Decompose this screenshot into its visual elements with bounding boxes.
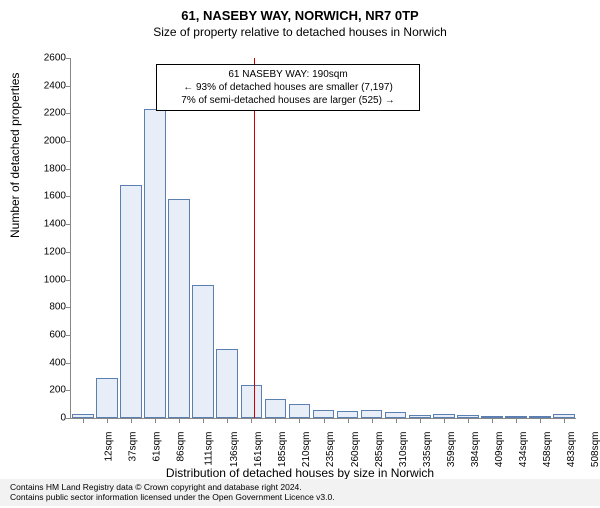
y-tick-label: 2400 xyxy=(31,80,66,91)
x-tick-label: 37sqm xyxy=(128,432,139,462)
x-tick-mark xyxy=(468,418,469,423)
y-tick-mark xyxy=(66,113,71,114)
y-tick-label: 2600 xyxy=(31,53,66,64)
x-tick-label: 508sqm xyxy=(590,432,600,468)
y-tick-mark xyxy=(66,141,71,142)
x-tick-label: 185sqm xyxy=(277,432,288,468)
footer-line: Contains HM Land Registry data © Crown c… xyxy=(10,482,590,493)
histogram-bar xyxy=(289,404,311,418)
y-tick-label: 0 xyxy=(31,413,66,424)
x-tick-label: 260sqm xyxy=(350,432,361,468)
x-tick-mark xyxy=(107,418,108,423)
x-tick-mark xyxy=(203,418,204,423)
y-tick-mark xyxy=(66,280,71,281)
x-tick-mark xyxy=(444,418,445,423)
y-tick-label: 200 xyxy=(31,385,66,396)
y-tick-mark xyxy=(66,418,71,419)
y-tick-label: 600 xyxy=(31,329,66,340)
x-tick-label: 136sqm xyxy=(229,432,240,468)
x-tick-mark xyxy=(564,418,565,423)
y-tick-mark xyxy=(66,335,71,336)
histogram-bar xyxy=(144,109,166,418)
x-tick-label: 210sqm xyxy=(301,432,312,468)
y-tick-label: 1600 xyxy=(31,191,66,202)
y-tick-label: 1000 xyxy=(31,274,66,285)
annotation-line: 7% of semi-detached houses are larger (5… xyxy=(163,94,413,107)
x-tick-mark xyxy=(299,418,300,423)
x-tick-mark xyxy=(275,418,276,423)
x-tick-mark xyxy=(251,418,252,423)
x-tick-mark xyxy=(396,418,397,423)
y-tick-label: 800 xyxy=(31,302,66,313)
x-tick-label: 384sqm xyxy=(470,432,481,468)
histogram-bar xyxy=(216,349,238,418)
x-tick-label: 335sqm xyxy=(422,432,433,468)
x-tick-label: 285sqm xyxy=(374,432,385,468)
x-tick-label: 12sqm xyxy=(104,432,115,462)
x-tick-label: 86sqm xyxy=(176,432,187,462)
y-tick-mark xyxy=(66,58,71,59)
x-tick-label: 458sqm xyxy=(542,432,553,468)
histogram-bar xyxy=(337,411,359,418)
y-tick-label: 2200 xyxy=(31,108,66,119)
y-tick-mark xyxy=(66,86,71,87)
x-tick-label: 483sqm xyxy=(566,432,577,468)
x-tick-mark xyxy=(348,418,349,423)
y-tick-mark xyxy=(66,169,71,170)
x-tick-label: 359sqm xyxy=(446,432,457,468)
x-tick-mark xyxy=(516,418,517,423)
y-tick-label: 1200 xyxy=(31,246,66,257)
x-tick-mark xyxy=(155,418,156,423)
y-tick-label: 2000 xyxy=(31,136,66,147)
footer-line: Contains public sector information licen… xyxy=(10,492,590,503)
x-tick-mark xyxy=(540,418,541,423)
histogram-bar xyxy=(313,410,335,418)
x-tick-mark xyxy=(372,418,373,423)
x-tick-label: 409sqm xyxy=(494,432,505,468)
x-tick-label: 434sqm xyxy=(518,432,529,468)
x-tick-mark xyxy=(324,418,325,423)
chart-area: 0200400600800100012001400160018002000220… xyxy=(70,58,575,418)
x-tick-mark xyxy=(131,418,132,423)
y-tick-label: 400 xyxy=(31,357,66,368)
annotation-line: 61 NASEBY WAY: 190sqm xyxy=(163,68,413,81)
histogram-bar xyxy=(192,285,214,418)
y-tick-mark xyxy=(66,363,71,364)
y-tick-mark xyxy=(66,224,71,225)
x-tick-label: 310sqm xyxy=(398,432,409,468)
x-tick-mark xyxy=(227,418,228,423)
x-tick-mark xyxy=(492,418,493,423)
y-tick-mark xyxy=(66,307,71,308)
annotation-line: ← 93% of detached houses are smaller (7,… xyxy=(163,81,413,94)
page-title: 61, NASEBY WAY, NORWICH, NR7 0TP xyxy=(0,8,600,23)
x-tick-mark xyxy=(420,418,421,423)
x-tick-label: 161sqm xyxy=(253,432,264,468)
y-tick-label: 1400 xyxy=(31,219,66,230)
histogram-bar xyxy=(241,385,263,418)
x-tick-label: 111sqm xyxy=(204,432,215,466)
page-subtitle: Size of property relative to detached ho… xyxy=(0,25,600,39)
histogram-bar xyxy=(120,185,142,418)
y-tick-mark xyxy=(66,252,71,253)
histogram-plot: 0200400600800100012001400160018002000220… xyxy=(70,58,576,419)
x-tick-mark xyxy=(179,418,180,423)
histogram-bar xyxy=(168,199,190,418)
y-axis-label: Number of detached properties xyxy=(8,73,22,238)
y-tick-mark xyxy=(66,390,71,391)
histogram-bar xyxy=(265,399,287,418)
x-tick-mark xyxy=(83,418,84,423)
y-tick-mark xyxy=(66,196,71,197)
footer-attribution: Contains HM Land Registry data © Crown c… xyxy=(0,479,600,506)
x-tick-label: 235sqm xyxy=(326,432,337,468)
reference-line xyxy=(254,58,255,418)
histogram-bar xyxy=(96,378,118,418)
annotation-box: 61 NASEBY WAY: 190sqm← 93% of detached h… xyxy=(156,64,420,111)
x-tick-label: 61sqm xyxy=(152,432,163,462)
histogram-bar xyxy=(361,410,383,418)
y-tick-label: 1800 xyxy=(31,163,66,174)
